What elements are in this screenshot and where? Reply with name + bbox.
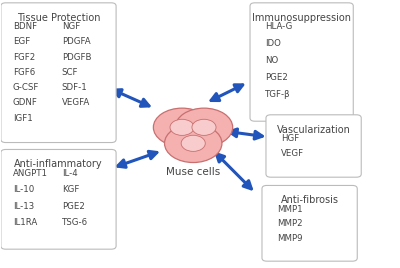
Text: Vascularization: Vascularization	[277, 125, 350, 135]
Text: MMP2: MMP2	[277, 219, 302, 228]
Circle shape	[153, 108, 211, 147]
Text: SCF: SCF	[62, 68, 78, 77]
Text: IGF1: IGF1	[13, 114, 33, 123]
FancyBboxPatch shape	[262, 185, 357, 261]
FancyBboxPatch shape	[266, 115, 361, 177]
Text: IL-13: IL-13	[13, 202, 34, 211]
Circle shape	[170, 119, 194, 135]
Text: IL-4: IL-4	[62, 169, 78, 178]
Text: Anti-inflammatory: Anti-inflammatory	[14, 159, 103, 169]
Text: PGE2: PGE2	[62, 202, 84, 211]
Text: SDF-1: SDF-1	[62, 83, 88, 92]
Text: PGE2: PGE2	[265, 73, 288, 82]
Text: Tissue Protection: Tissue Protection	[17, 13, 100, 23]
Text: PDGFA: PDGFA	[62, 37, 90, 46]
Text: VEGF: VEGF	[281, 149, 304, 158]
Text: PDGFB: PDGFB	[62, 53, 91, 62]
Text: FGF6: FGF6	[13, 68, 35, 77]
Text: GDNF: GDNF	[13, 98, 38, 107]
Text: EGF: EGF	[13, 37, 30, 46]
Circle shape	[175, 108, 233, 147]
Text: VEGFA: VEGFA	[62, 98, 90, 107]
Text: MMP9: MMP9	[277, 234, 302, 243]
Text: Anti-fibrosis: Anti-fibrosis	[281, 195, 339, 205]
Circle shape	[164, 124, 222, 162]
Text: FGF2: FGF2	[13, 53, 35, 62]
Text: KGF: KGF	[62, 185, 79, 194]
Text: HLA-G: HLA-G	[265, 22, 292, 31]
FancyBboxPatch shape	[1, 150, 116, 249]
Text: TGF-β: TGF-β	[265, 90, 290, 99]
Circle shape	[181, 135, 205, 151]
Text: TSG-6: TSG-6	[62, 218, 88, 228]
Text: NGF: NGF	[62, 22, 80, 31]
Circle shape	[192, 119, 216, 135]
Text: IL-10: IL-10	[13, 185, 34, 194]
FancyBboxPatch shape	[1, 3, 116, 143]
Text: ANGPT1: ANGPT1	[13, 169, 48, 178]
Text: Immunosuppression: Immunosuppression	[252, 13, 351, 23]
Text: HGF: HGF	[281, 134, 299, 143]
Text: NO: NO	[265, 56, 278, 65]
Text: MMP1: MMP1	[277, 205, 302, 214]
Text: G-CSF: G-CSF	[13, 83, 39, 92]
Text: Muse cells: Muse cells	[166, 167, 220, 177]
Text: BDNF: BDNF	[13, 22, 37, 31]
Text: IL1RA: IL1RA	[13, 218, 37, 228]
FancyBboxPatch shape	[250, 3, 353, 121]
Text: IDO: IDO	[265, 39, 281, 48]
